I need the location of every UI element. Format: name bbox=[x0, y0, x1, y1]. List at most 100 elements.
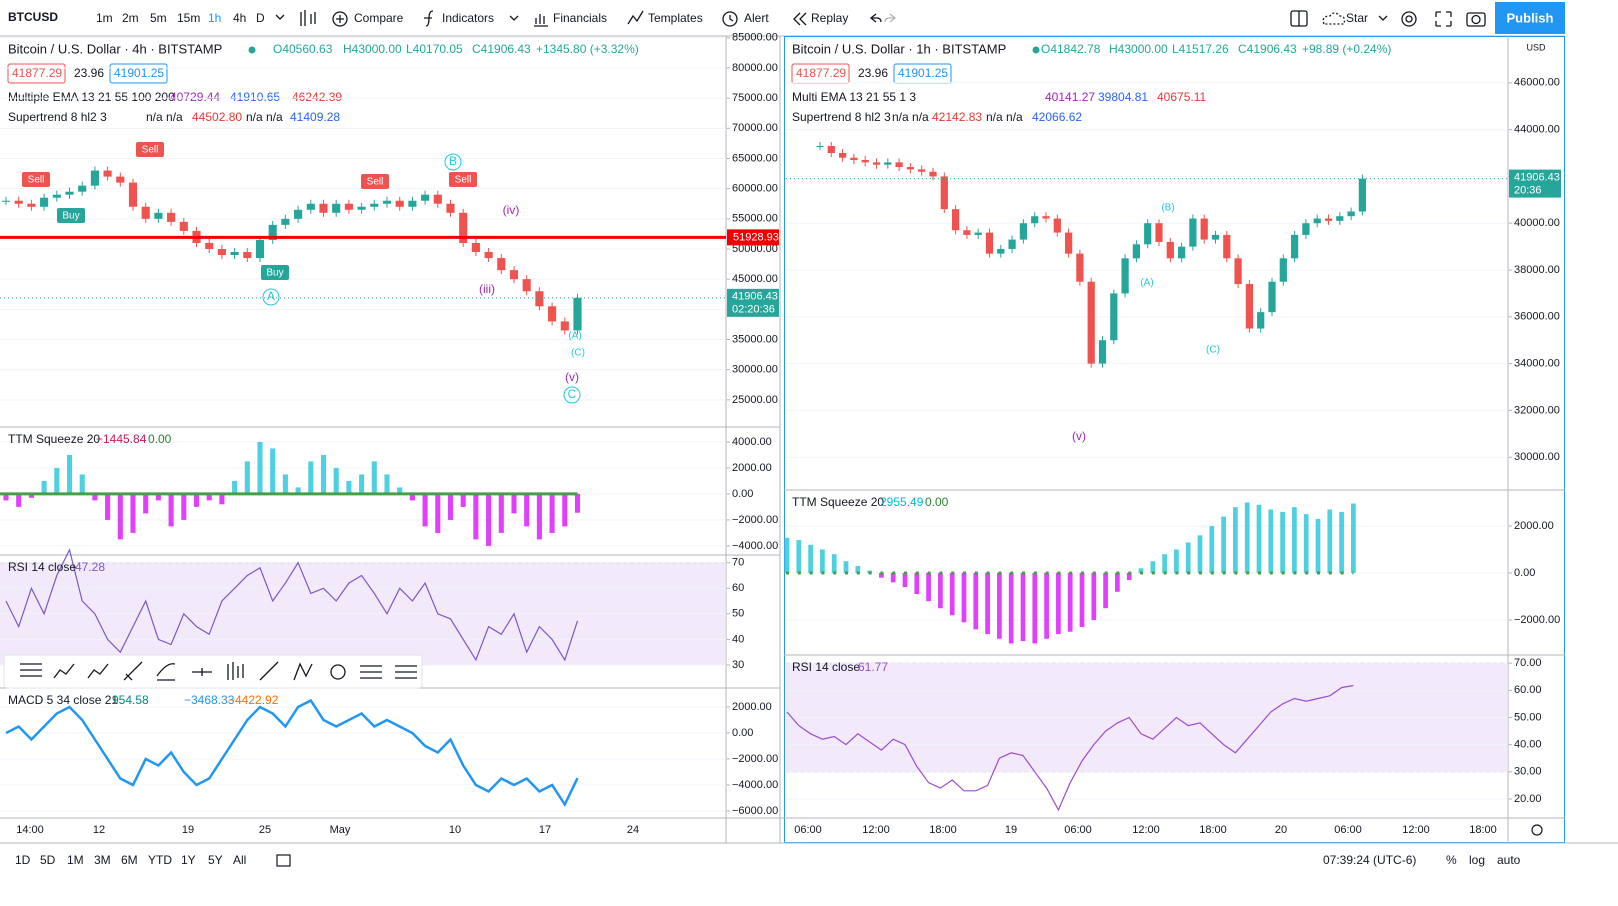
y-tick-label: −4000.00 bbox=[732, 779, 778, 791]
tool-icon[interactable] bbox=[227, 662, 244, 680]
candle bbox=[14, 200, 23, 204]
indicator-value: 42066.62 bbox=[1032, 110, 1082, 124]
tool-icon[interactable] bbox=[259, 661, 279, 681]
tool-icon[interactable] bbox=[53, 663, 75, 679]
candle bbox=[1234, 258, 1242, 285]
alert-icon[interactable] bbox=[722, 11, 738, 27]
histogram-bar bbox=[41, 480, 47, 494]
interval-button[interactable]: 1m bbox=[96, 11, 113, 25]
candle bbox=[963, 230, 971, 235]
x-tick-label: 12:00 bbox=[862, 824, 890, 836]
range-button[interactable]: 6M bbox=[121, 853, 138, 867]
interval-dropdown[interactable] bbox=[275, 14, 285, 20]
interval-button[interactable]: 1h bbox=[208, 11, 221, 25]
pane-title: RSI 14 close bbox=[792, 660, 860, 674]
interval-button[interactable]: D bbox=[256, 11, 265, 25]
y-tick-label: 0.00 bbox=[732, 488, 753, 500]
histogram-bar bbox=[219, 493, 225, 505]
tool-icon[interactable] bbox=[156, 663, 176, 681]
candle bbox=[52, 194, 61, 198]
publish-label[interactable]: Publish bbox=[1507, 10, 1554, 25]
templates-icon[interactable] bbox=[627, 10, 644, 25]
redo-icon[interactable] bbox=[884, 13, 897, 23]
range-button[interactable]: All bbox=[233, 853, 246, 867]
bid-box bbox=[7, 63, 66, 84]
tool-icon[interactable] bbox=[20, 663, 42, 677]
tool-icon[interactable] bbox=[293, 662, 313, 681]
histogram-bar bbox=[143, 493, 149, 514]
tool-icon[interactable] bbox=[123, 661, 143, 681]
indicators-dropdown[interactable] bbox=[509, 15, 519, 21]
tool-icon[interactable] bbox=[360, 665, 382, 679]
indicators-button[interactable]: Indicators bbox=[442, 11, 494, 25]
candle bbox=[1200, 218, 1208, 240]
percent-toggle[interactable]: % bbox=[1446, 853, 1457, 867]
last-price-tag bbox=[1509, 169, 1561, 198]
candle bbox=[1121, 258, 1129, 294]
histogram-bar bbox=[1008, 572, 1014, 644]
templates-button[interactable]: Templates bbox=[648, 11, 703, 25]
y-tick-label: 40.00 bbox=[1514, 739, 1542, 751]
interval-button[interactable]: 2m bbox=[122, 11, 139, 25]
histogram-bar bbox=[270, 448, 276, 494]
candle bbox=[1042, 216, 1050, 219]
pane-value: 0.00 bbox=[925, 495, 949, 509]
candle bbox=[951, 209, 960, 231]
settings-icon[interactable] bbox=[1401, 11, 1417, 27]
candle bbox=[548, 306, 557, 322]
indicators-icon[interactable] bbox=[424, 10, 434, 27]
range-button[interactable]: 1D bbox=[15, 853, 31, 867]
candle bbox=[1031, 216, 1039, 224]
publish-button[interactable] bbox=[1495, 2, 1565, 34]
auto-toggle[interactable]: auto bbox=[1497, 853, 1521, 867]
histogram-bar bbox=[92, 493, 98, 501]
legend-title: Bitcoin / U.S. Dollar · 4h · BITSTAMP bbox=[8, 41, 222, 56]
alert-button[interactable]: Alert bbox=[744, 11, 769, 25]
tool-icon[interactable] bbox=[330, 664, 346, 680]
toolbar bbox=[0, 0, 1618, 36]
indicator-line bbox=[5, 698, 579, 808]
tool-icon[interactable] bbox=[395, 665, 417, 679]
signal-box bbox=[261, 265, 289, 280]
wave-label: B bbox=[449, 154, 457, 168]
candle bbox=[1064, 232, 1073, 254]
replay-button[interactable]: Replay bbox=[811, 11, 848, 25]
y-tick-label: 30000.00 bbox=[1514, 451, 1560, 463]
candle bbox=[497, 258, 506, 271]
compare-icon[interactable] bbox=[332, 11, 348, 27]
histogram-bar bbox=[486, 493, 492, 546]
log-toggle[interactable]: log bbox=[1469, 853, 1485, 867]
tool-icon[interactable] bbox=[192, 668, 212, 676]
range-button[interactable]: 3M bbox=[94, 853, 111, 867]
axis-settings-icon[interactable] bbox=[1531, 824, 1543, 836]
legend-ohlc: L40170.05 bbox=[406, 42, 463, 56]
fullscreen-icon[interactable] bbox=[1435, 11, 1452, 27]
range-button[interactable]: 1M bbox=[67, 853, 84, 867]
y-tick-label: 50000.00 bbox=[732, 243, 778, 255]
pane-value: −3468.33 bbox=[184, 693, 235, 707]
interval-button[interactable]: 4h bbox=[233, 11, 246, 25]
candle bbox=[895, 162, 903, 168]
undo-icon[interactable] bbox=[869, 13, 882, 23]
range-button[interactable]: 5Y bbox=[208, 853, 223, 867]
candle bbox=[1358, 178, 1367, 212]
interval-button[interactable]: 15m bbox=[177, 11, 200, 25]
tool-icon[interactable] bbox=[87, 663, 109, 679]
financials-button[interactable]: Financials bbox=[553, 11, 607, 25]
replay-icon[interactable] bbox=[793, 12, 807, 26]
star-dropdown[interactable] bbox=[1378, 15, 1388, 21]
chart-style-icon[interactable] bbox=[300, 10, 316, 26]
goto-date-icon[interactable] bbox=[276, 854, 291, 867]
symbol[interactable]: BTCUSD bbox=[8, 10, 58, 24]
compare-button[interactable]: Compare bbox=[354, 11, 404, 25]
star-button[interactable]: Star bbox=[1346, 11, 1368, 25]
indicator-line bbox=[786, 684, 1354, 812]
x-tick-label: 17 bbox=[539, 824, 551, 836]
interval-button[interactable]: 5m bbox=[150, 11, 167, 25]
range-button[interactable]: 1Y bbox=[181, 853, 196, 867]
range-button[interactable]: YTD bbox=[148, 853, 172, 867]
y-tick-label: 40000.00 bbox=[1514, 217, 1560, 229]
range-button[interactable]: 5D bbox=[40, 853, 56, 867]
snapshot-icon[interactable] bbox=[1466, 12, 1486, 27]
financials-icon[interactable] bbox=[534, 14, 548, 27]
